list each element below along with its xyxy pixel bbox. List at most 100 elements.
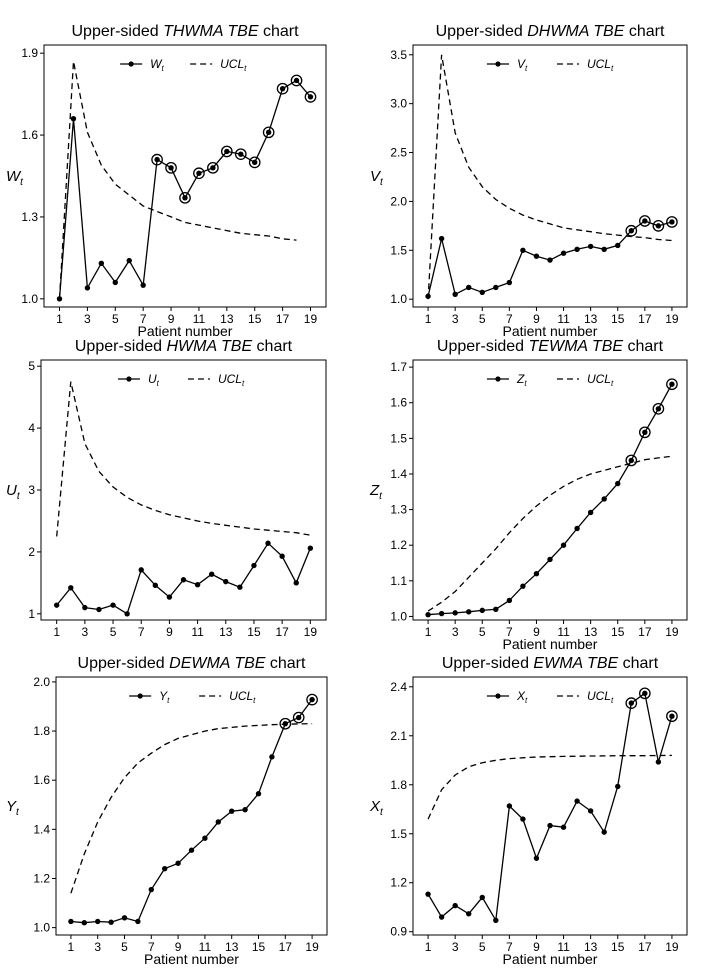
y-tick-label: 3.5 (390, 48, 407, 62)
x-tick-label: 5 (110, 625, 117, 639)
y-tick-label: 2.5 (390, 146, 407, 160)
data-point (466, 284, 472, 291)
y-tick-label: 1.2 (390, 538, 407, 552)
legend-point (495, 693, 501, 699)
data-point (466, 911, 472, 917)
x-tick-label: 1 (68, 940, 75, 954)
data-point (124, 611, 130, 617)
x-tick-label: 17 (638, 625, 652, 639)
data-point (265, 540, 271, 546)
legend-point (126, 376, 132, 382)
x-tick-label: 11 (193, 312, 206, 326)
y-tick-label: 1.0 (390, 292, 407, 306)
data-point (68, 585, 74, 591)
y-tick-label: 1.2 (390, 876, 407, 890)
legend-label-ucl: UCLt (229, 689, 256, 705)
ucl-line (56, 381, 311, 537)
data-point (237, 584, 243, 590)
data-point (307, 545, 314, 551)
out-of-control-marker (279, 717, 292, 730)
x-tick-label: 1 (425, 312, 432, 326)
data-point (265, 129, 272, 136)
x-tick-label: 13 (219, 625, 233, 639)
data-point (655, 759, 662, 765)
data-point (587, 243, 594, 250)
y-tick-label: 1.5 (390, 827, 407, 841)
y-tick-label: 1.5 (390, 243, 407, 257)
data-point (121, 915, 128, 921)
statistic-line (58, 79, 311, 299)
legend-label-ucl: UCLt (587, 689, 614, 705)
data-point (95, 918, 101, 925)
plot-frame (412, 676, 688, 936)
y-tick-label: 2 (28, 545, 35, 559)
data-point (135, 918, 141, 925)
data-point (425, 891, 431, 897)
data-point (309, 696, 315, 703)
legend-point (128, 61, 134, 67)
statistic-line (428, 383, 673, 616)
data-point (506, 803, 513, 809)
y-axis-label: Zt (369, 482, 383, 502)
y-tick-label: 1.8 (33, 724, 50, 738)
y-tick-label: 1.5 (390, 431, 407, 445)
data-point (533, 855, 540, 861)
x-tick-label: 7 (148, 940, 155, 954)
x-tick-label: 9 (533, 625, 540, 639)
data-point (255, 791, 262, 797)
data-point (642, 690, 648, 697)
y-tick-label: 1.3 (390, 503, 407, 517)
y-tick-label: 0.9 (390, 925, 407, 939)
x-tick-label: 5 (479, 312, 486, 326)
x-tick-label: 1 (425, 625, 432, 639)
x-tick-label: 15 (252, 940, 266, 954)
data-point (452, 291, 458, 297)
y-axis-label: Ut (6, 482, 21, 502)
x-tick-label: 9 (533, 940, 540, 954)
data-point (438, 235, 445, 242)
data-point (175, 860, 181, 866)
data-point (279, 85, 286, 92)
data-point (56, 296, 63, 302)
x-axis-label: Patient number (503, 323, 598, 339)
x-axis-label: Patient number (144, 951, 239, 967)
out-of-control-marker (292, 711, 305, 724)
x-tick-label: 9 (166, 625, 173, 639)
data-point (547, 257, 553, 263)
data-point (547, 822, 553, 829)
data-point (628, 228, 634, 234)
out-of-control-marker (262, 126, 275, 139)
data-point (642, 429, 648, 436)
data-point (293, 580, 299, 586)
legend-point (137, 693, 143, 699)
y-tick-label: 2.4 (390, 680, 407, 694)
data-point (166, 594, 173, 600)
y-tick-label: 1.9 (21, 46, 38, 60)
data-point (452, 610, 458, 616)
data-point (108, 919, 114, 925)
x-tick-label: 15 (611, 312, 625, 326)
ucl-line (70, 723, 313, 894)
x-tick-label: 13 (584, 625, 598, 639)
y-tick-label: 2.1 (390, 729, 407, 743)
y-tick-label: 1.6 (33, 773, 50, 787)
y-tick-label: 1.8 (390, 778, 407, 792)
data-point (438, 914, 445, 920)
chart-title: Upper-sided TEWMA TBE chart (437, 338, 664, 355)
y-tick-label: 5 (28, 359, 35, 373)
y-tick-label: 3 (28, 483, 35, 497)
legend-label-statistic: Ut (148, 372, 160, 388)
statistic-line (427, 692, 673, 923)
x-axis-label: Patient number (138, 323, 233, 339)
x-tick-label: 5 (479, 625, 486, 639)
data-point (506, 597, 513, 604)
y-tick-label: 1.4 (390, 467, 407, 481)
data-point (493, 284, 499, 291)
data-point (279, 553, 285, 559)
y-tick-label: 1.3 (21, 210, 38, 224)
data-point (493, 606, 499, 613)
data-point (493, 917, 499, 924)
x-tick-label: 9 (175, 940, 182, 954)
